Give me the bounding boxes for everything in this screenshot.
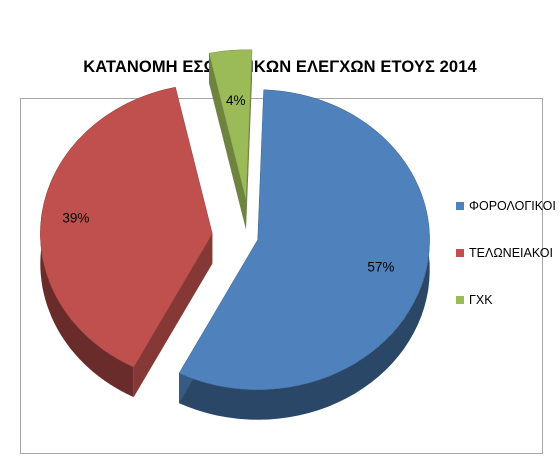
slice-value-label: 4% [226,93,246,108]
legend-item: ΓΧΚ [456,290,556,310]
slice-cut-face [209,53,247,230]
pie-slice [40,86,213,368]
slice-cut-face [133,233,213,398]
legend-label: ΓΧΚ [469,293,493,307]
legend-label: ΤΕΛΩΝΕΙΑΚΟΙ [469,246,553,260]
legend-item: ΦΟΡΟΛΟΓΙΚΟΙ [456,196,556,216]
legend-item: ΤΕΛΩΝΕΙΑΚΟΙ [456,243,556,263]
pie-slice [178,89,430,390]
legend-swatch [456,296,464,304]
pie-slice [208,49,253,200]
legend-swatch [456,202,464,210]
slice-rim [179,89,430,420]
legend-label: ΦΟΡΟΛΟΓΙΚΟΙ [469,199,556,213]
slice-cut-face [246,49,253,230]
slice-value-label: 39% [62,210,89,225]
legend-swatch [456,249,464,257]
chart-title: ΚΑΤΑΝΟΜΗ ΕΣΩΤΕΡΙΚΩΝ ΕΛΕΓΧΩΝ ΕΤΟΥΣ 2014 [83,58,477,76]
slice-value-label: 57% [367,260,394,275]
legend: ΦΟΡΟΛΟΓΙΚΟΙ ΤΕΛΩΝΕΙΑΚΟΙ ΓΧΚ [456,196,556,337]
